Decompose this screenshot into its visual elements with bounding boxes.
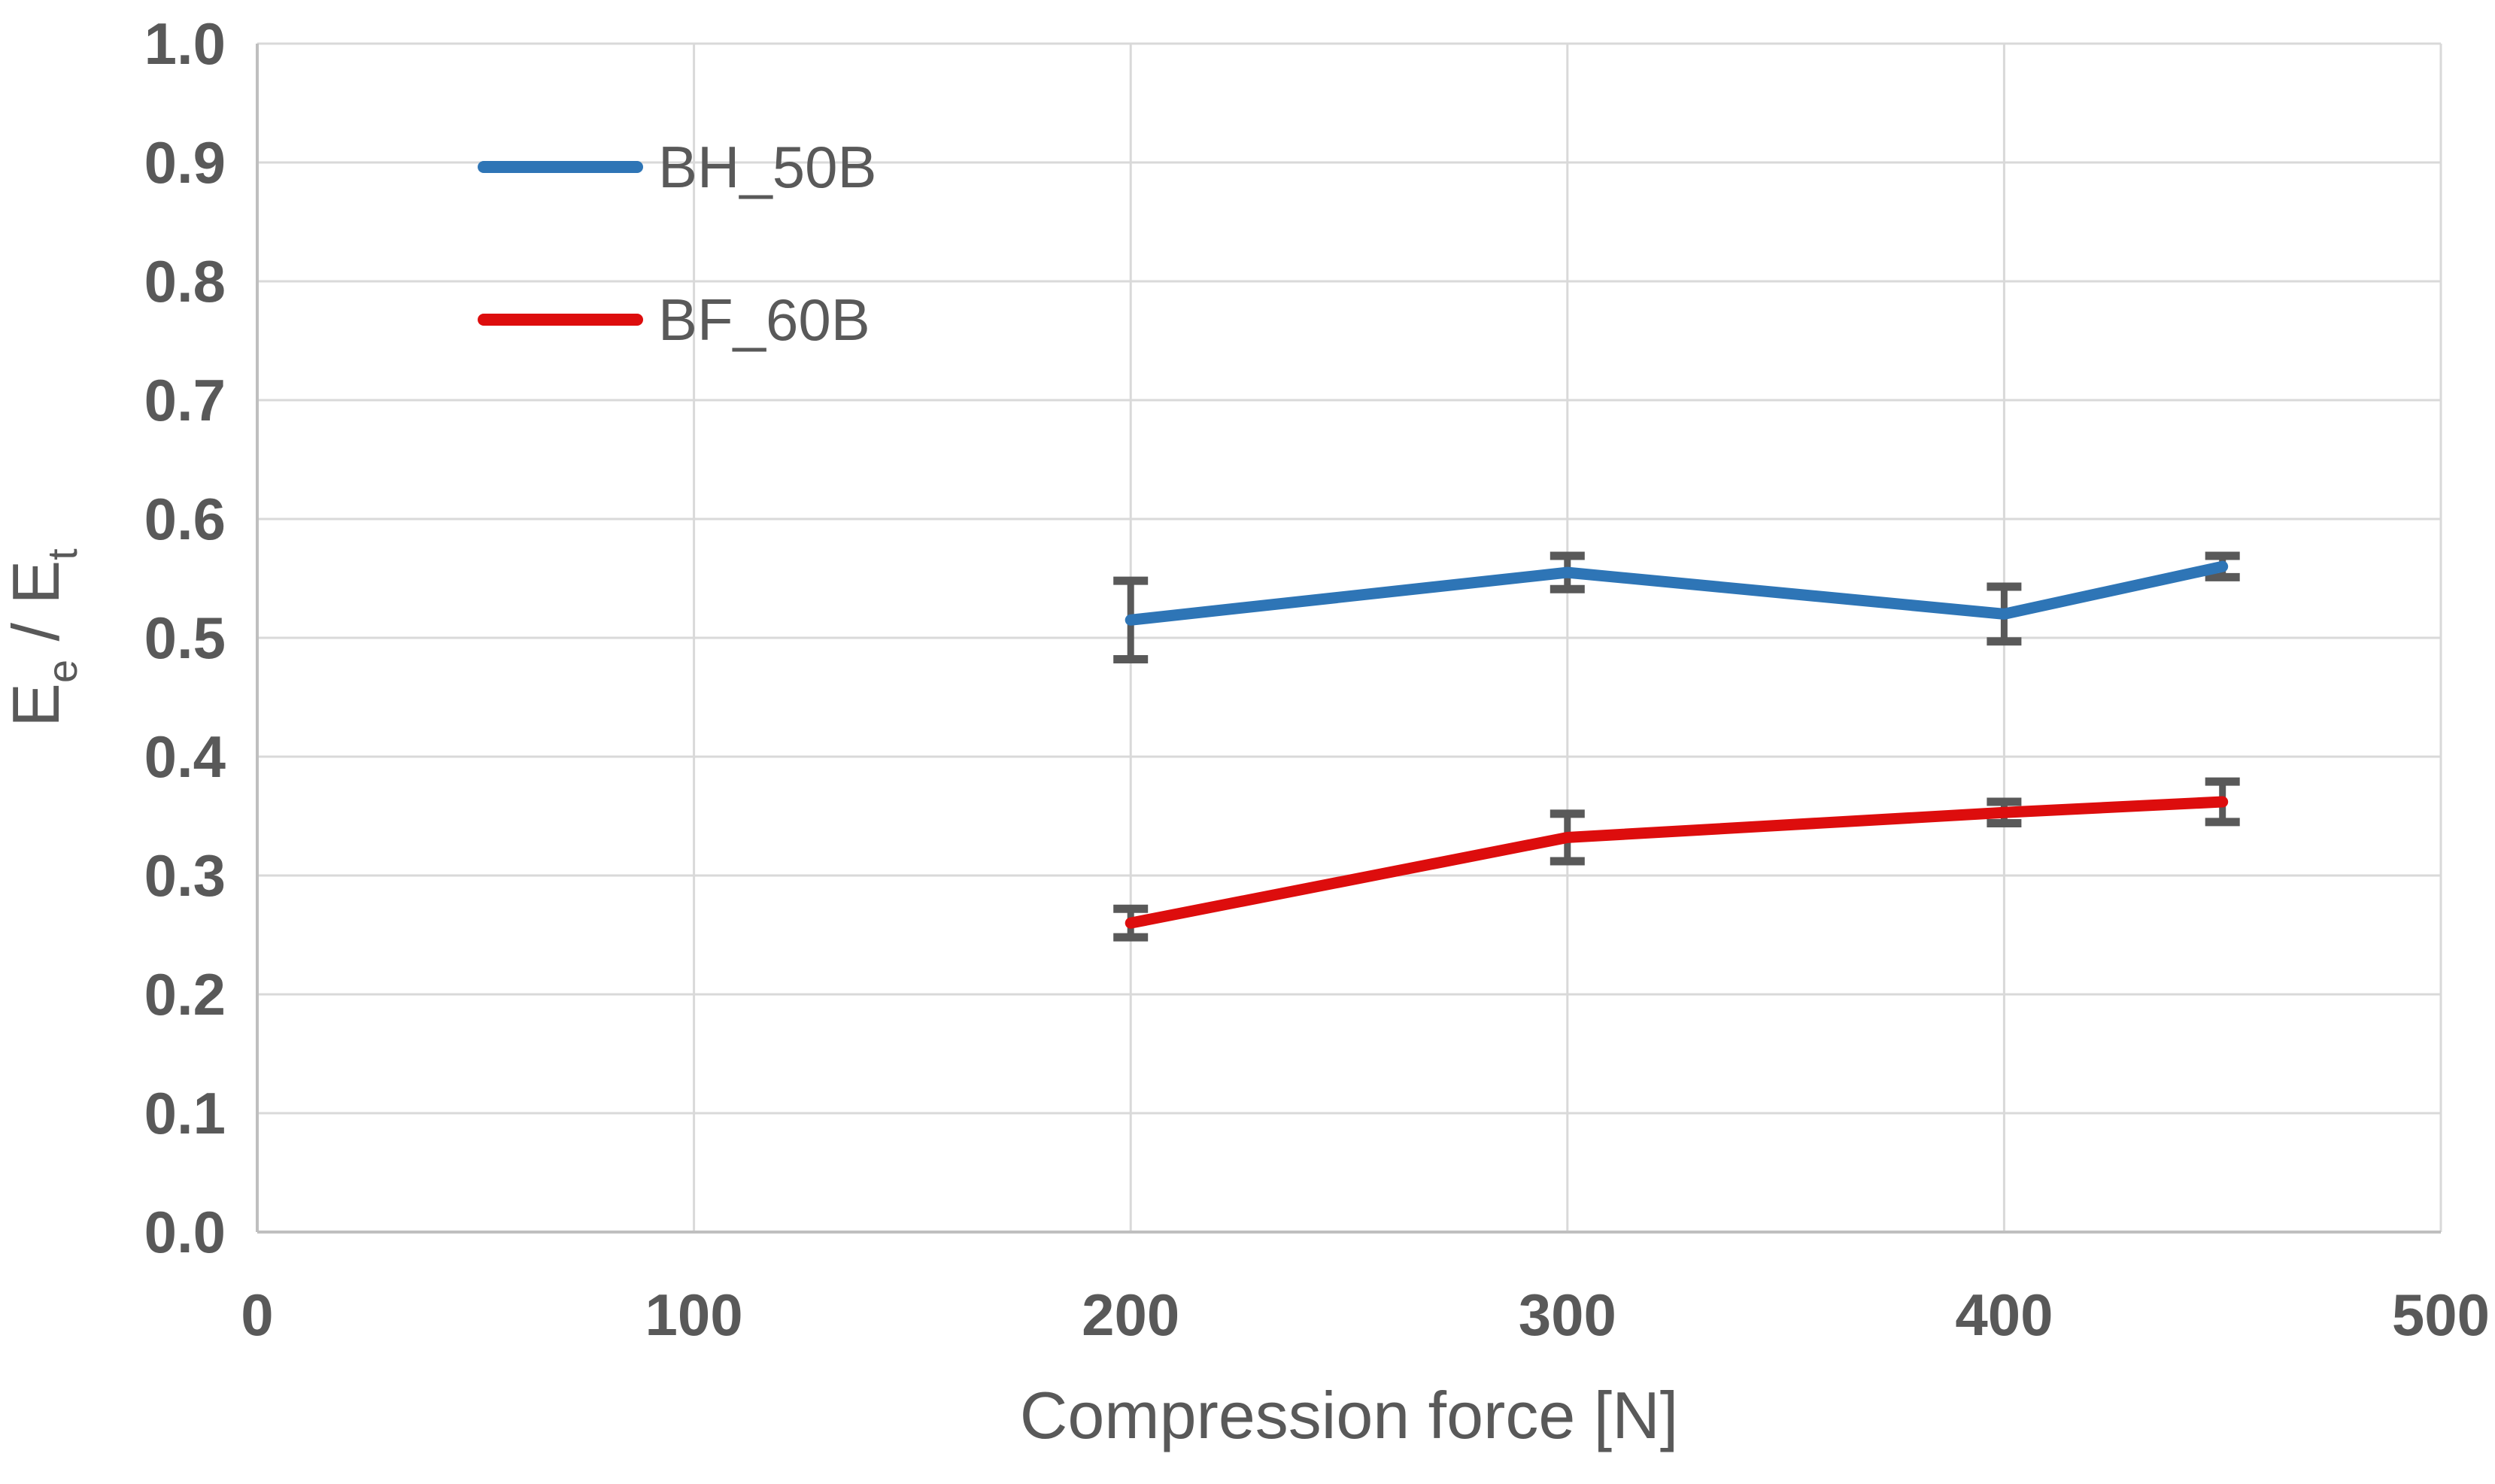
y-axis-title: Ee / Et <box>0 548 86 727</box>
y-tick-label: 0.9 <box>144 129 226 196</box>
series-line-BH_50B <box>1125 560 2229 626</box>
y-tick-label: 0.3 <box>144 842 226 909</box>
y-axis-title-part: E <box>0 683 73 727</box>
y-tick-label: 0.5 <box>144 605 226 671</box>
y-tick-label: 0.7 <box>144 367 226 433</box>
y-axis-title-subscript: t <box>38 548 86 560</box>
x-axis-title: Compression force [N] <box>1020 1378 1678 1452</box>
y-axis-title-part: / <box>0 605 73 660</box>
x-tick-label: 300 <box>1519 1282 1616 1348</box>
y-tick-label: 0.4 <box>144 724 226 790</box>
y-tick-label: 0.8 <box>144 248 226 314</box>
y-tick-label: 0.1 <box>144 1080 226 1146</box>
legend-label-BF_60B: BF_60B <box>658 287 870 353</box>
y-axis-title-part: E <box>0 560 73 605</box>
legend-label-BH_50B: BH_50B <box>658 134 877 200</box>
y-tick-label: 0.6 <box>144 486 226 552</box>
y-tick-label: 0.2 <box>144 961 226 1027</box>
y-tick-label: 0.0 <box>144 1199 226 1265</box>
x-tick-label: 400 <box>1955 1282 2053 1348</box>
y-axis-title-subscript: e <box>38 660 86 683</box>
series-line-BF_60B <box>1125 796 2229 929</box>
x-tick-label: 100 <box>645 1282 743 1348</box>
y-tick-label: 1.0 <box>144 11 226 77</box>
x-tick-label: 0 <box>241 1282 273 1348</box>
x-tick-label: 500 <box>2392 1282 2490 1348</box>
x-tick-label: 200 <box>1082 1282 1179 1348</box>
